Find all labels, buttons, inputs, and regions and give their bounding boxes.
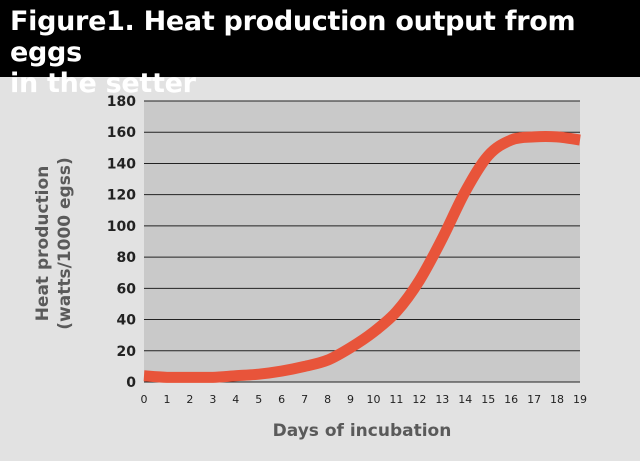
figure-title: Figure1. Heat production output from egg… bbox=[10, 6, 630, 99]
x-tick-label: 0 bbox=[141, 393, 148, 406]
x-tick-label: 7 bbox=[301, 393, 308, 406]
x-tick-label: 8 bbox=[324, 393, 331, 406]
title-bar: Figure1. Heat production output from egg… bbox=[0, 0, 640, 99]
x-axis-ticks: 0 1 2 3 4 5 6 7 8 9 10 11 12 13 14 15 16 17 18 19 bbox=[141, 393, 588, 406]
series-line-heat-production bbox=[143, 131, 581, 383]
y-tick-label: 100 bbox=[107, 219, 136, 235]
series-group bbox=[143, 131, 581, 383]
x-tick-label: 19 bbox=[573, 393, 587, 406]
x-tick-label: 2 bbox=[186, 393, 193, 406]
gridlines bbox=[144, 100, 580, 383]
x-tick-label: 13 bbox=[435, 393, 449, 406]
y-axis-ticks: 0 20 40 60 80 100 120 140 160 180 bbox=[107, 94, 136, 391]
x-tick-label: 3 bbox=[209, 393, 216, 406]
x-axis-label: Days of incubation bbox=[273, 421, 452, 441]
y-tick-label: 40 bbox=[117, 313, 137, 329]
y-tick-label: 0 bbox=[126, 375, 136, 391]
x-tick-label: 1 bbox=[163, 393, 170, 406]
y-tick-label: 140 bbox=[107, 156, 136, 172]
x-tick-label: 9 bbox=[347, 393, 354, 406]
x-tick-label: 14 bbox=[458, 393, 472, 406]
x-tick-label: 4 bbox=[232, 393, 239, 406]
x-tick-label: 12 bbox=[412, 393, 426, 406]
x-tick-label: 15 bbox=[481, 393, 495, 406]
x-tick-label: 10 bbox=[366, 393, 380, 406]
y-tick-label: 80 bbox=[117, 250, 137, 266]
x-tick-label: 18 bbox=[550, 393, 564, 406]
x-tick-label: 16 bbox=[504, 393, 518, 406]
y-axis-label-line-1: Heat production bbox=[33, 166, 53, 322]
x-tick-label: 17 bbox=[527, 393, 541, 406]
x-tick-label: 6 bbox=[278, 393, 285, 406]
y-tick-label: 20 bbox=[117, 344, 137, 360]
x-tick-label: 11 bbox=[389, 393, 403, 406]
y-tick-label: 60 bbox=[117, 281, 137, 297]
y-tick-label: 180 bbox=[107, 94, 136, 110]
x-tick-label: 5 bbox=[255, 393, 262, 406]
chart-area: 0 20 40 60 80 100 120 140 160 180 0 1 2 3 4 5 6 7 8 9 10 11 1… bbox=[0, 77, 640, 461]
y-tick-label: 120 bbox=[107, 188, 136, 204]
figure-title-line-2: in the setter bbox=[10, 68, 196, 99]
y-tick-label: 160 bbox=[107, 125, 136, 141]
y-axis-label-line-2: (watts/1000 egss) bbox=[55, 157, 75, 329]
figure-title-line-1: Figure1. Heat production output from egg… bbox=[10, 6, 576, 68]
